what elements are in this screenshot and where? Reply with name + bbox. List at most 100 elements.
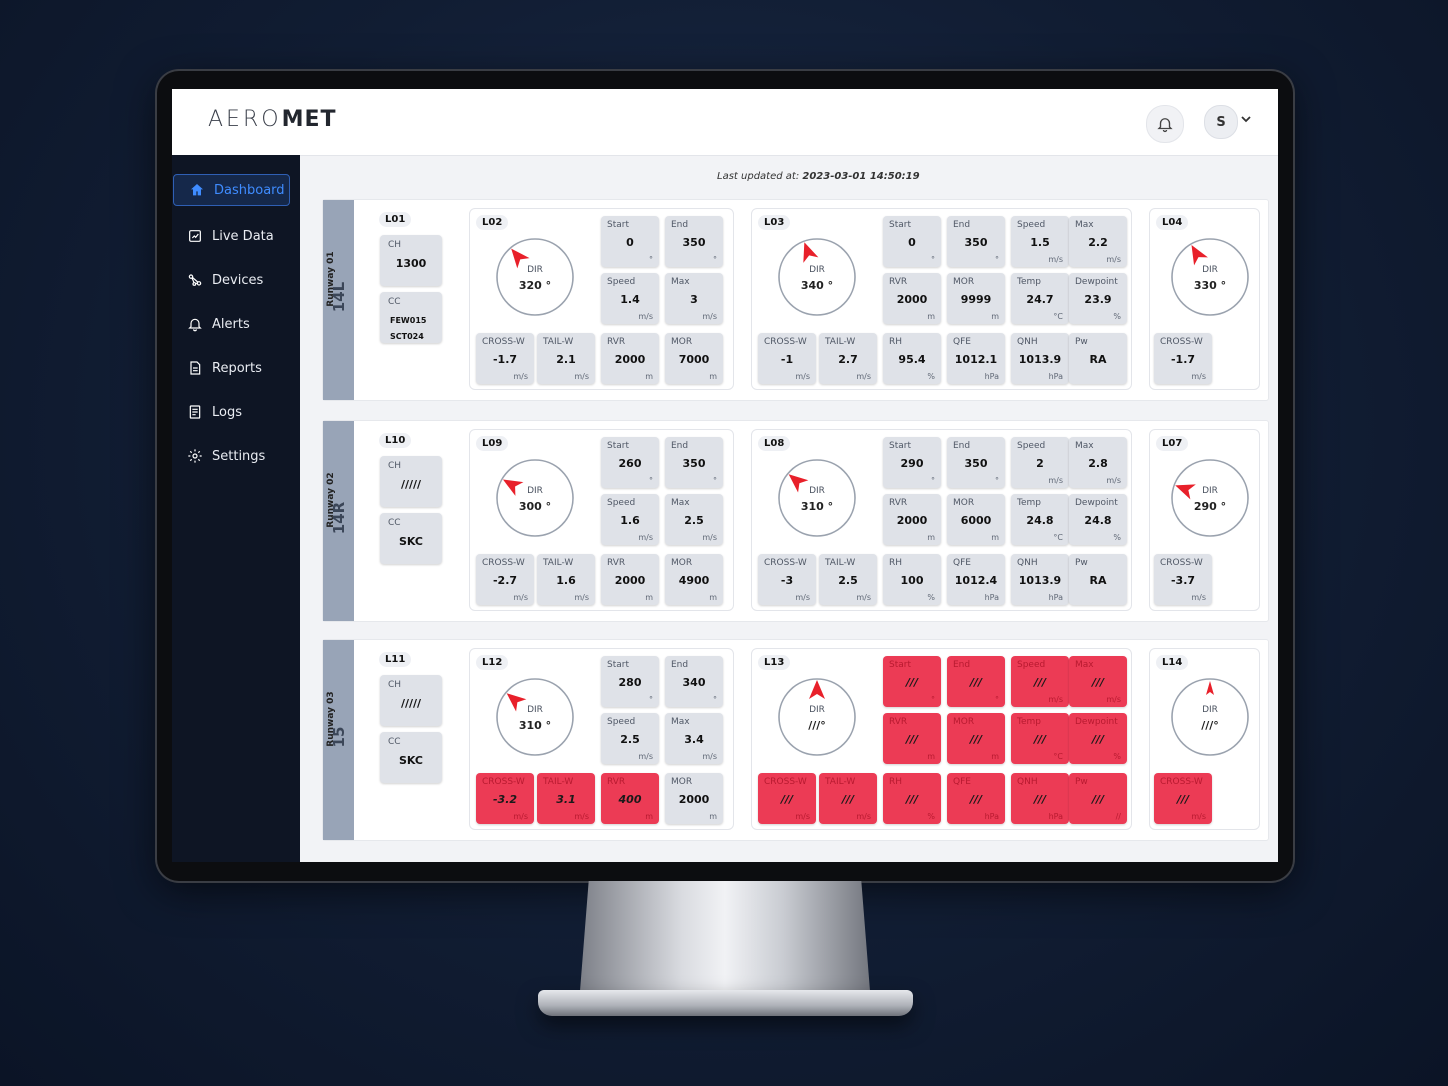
ceiling-height-tile[interactable]: CH 1300: [380, 235, 442, 286]
sky-sensor-panel[interactable]: L01 CH 1300 CC FEW015 SCT024: [373, 208, 449, 378]
data-tile[interactable]: CROSS-W ///m/s: [1154, 773, 1212, 824]
sensor-panel[interactable]: L02 DIR 320 ° Start 0 ° End 350 ° Speed 1.4 m/s Max 3…: [469, 208, 734, 390]
data-tile[interactable]: CROSS-W -1 m/s: [758, 333, 816, 384]
data-tile[interactable]: TAIL-W 2.7 m/s: [819, 333, 877, 384]
data-tile[interactable]: Start /// °: [883, 656, 941, 707]
sensor-panel[interactable]: L13 DIR///° Start///° End///° Speed///m/s Max…: [751, 648, 1132, 830]
data-tile[interactable]: RVR 400 m: [601, 773, 659, 824]
sidebar-item-live-data[interactable]: Live Data: [172, 221, 290, 251]
user-avatar[interactable]: S: [1204, 105, 1238, 139]
data-tile[interactable]: QNH ///hPa: [1011, 773, 1069, 824]
data-tile[interactable]: End /// °: [947, 656, 1005, 707]
notifications-button[interactable]: [1146, 105, 1184, 143]
data-tile[interactable]: Speed 2.5 m/s: [601, 713, 659, 764]
data-tile[interactable]: Speed 1.4 m/s: [601, 273, 659, 324]
data-tile[interactable]: RVR 2000 m: [883, 273, 941, 324]
sidebar-item-reports[interactable]: Reports: [172, 353, 290, 383]
data-tile[interactable]: RVR /// m: [883, 713, 941, 764]
data-tile[interactable]: TAIL-W 2.5 m/s: [819, 554, 877, 605]
data-tile[interactable]: Dewpoint 24.8%: [1069, 494, 1127, 545]
data-tile[interactable]: End 350 °: [665, 216, 723, 267]
data-tile[interactable]: Max ///m/s: [1069, 656, 1127, 707]
data-tile[interactable]: Temp 24.8 °C: [1011, 494, 1069, 545]
sensor-panel[interactable]: L03 DIR 340 ° Start 0 ° End 350 ° Speed 1.5 m/s Max 2…: [751, 208, 1132, 390]
sensor-panel[interactable]: L08 DIR 310 ° Start 290 ° End 350 ° Speed 2 m/s Max 2…: [751, 429, 1132, 611]
data-tile[interactable]: RH 100%: [883, 554, 941, 605]
data-tile[interactable]: CROSS-W -2.7 m/s: [476, 554, 534, 605]
data-tile[interactable]: CROSS-W -3 m/s: [758, 554, 816, 605]
data-tile[interactable]: Speed 2 m/s: [1011, 437, 1069, 488]
data-tile[interactable]: QNH 1013.9 hPa: [1011, 333, 1069, 384]
sensor-panel[interactable]: L12 DIR 310 ° Start 280 ° End 340 ° Speed 2.5 m/s Ma…: [469, 648, 734, 830]
data-tile[interactable]: Start 0 °: [601, 216, 659, 267]
data-tile[interactable]: CROSS-W -3.2 m/s: [476, 773, 534, 824]
data-tile[interactable]: End 340 °: [665, 656, 723, 707]
sidebar-item-devices[interactable]: Devices: [172, 265, 290, 295]
app-logo[interactable]: AEROMET: [208, 107, 337, 132]
chevron-down-icon[interactable]: [1240, 113, 1252, 125]
sensor-panel[interactable]: L04 DIR 330 ° CROSS-W -1.7 m/s: [1149, 208, 1260, 390]
data-tile[interactable]: End 350 °: [947, 437, 1005, 488]
sensor-panel[interactable]: L07 DIR 290 ° CROSS-W -3.7 m/s: [1149, 429, 1260, 611]
ceiling-height-tile[interactable]: CH /////: [380, 456, 442, 507]
tile-unit: m/s: [856, 372, 871, 381]
data-tile[interactable]: MOR 7000 m: [665, 333, 723, 384]
data-tile[interactable]: RH///%: [883, 773, 941, 824]
data-tile[interactable]: QFE 1012.4 hPa: [947, 554, 1005, 605]
data-tile[interactable]: Max 3.4 m/s: [665, 713, 723, 764]
cloud-cover-tile[interactable]: CC SKC: [380, 732, 442, 783]
data-tile[interactable]: RVR 2000 m: [883, 494, 941, 545]
data-tile[interactable]: QNH 1013.9 hPa: [1011, 554, 1069, 605]
data-tile[interactable]: Max 2.8 m/s: [1069, 437, 1127, 488]
tile-value: 2.8: [1088, 457, 1108, 470]
data-tile[interactable]: Max 2.2 m/s: [1069, 216, 1127, 267]
data-tile[interactable]: End 350 °: [947, 216, 1005, 267]
data-tile[interactable]: Temp /// °C: [1011, 713, 1069, 764]
data-tile[interactable]: RVR 2000 m: [601, 333, 659, 384]
data-tile[interactable]: Dewpoint 23.9%: [1069, 273, 1127, 324]
sensor-panel[interactable]: L09 DIR 300 ° Start 260 ° End 350 ° Speed 1.6 m/s Ma…: [469, 429, 734, 611]
cloud-cover-tile[interactable]: CC FEW015 SCT024: [380, 292, 442, 343]
data-tile[interactable]: CROSS-W ///m/s: [758, 773, 816, 824]
sidebar-item-alerts[interactable]: Alerts: [172, 309, 290, 339]
data-tile[interactable]: Start 0 °: [883, 216, 941, 267]
data-tile[interactable]: TAIL-W ///m/s: [819, 773, 877, 824]
data-tile[interactable]: Pw RA: [1069, 554, 1127, 605]
data-tile[interactable]: CROSS-W -3.7 m/s: [1154, 554, 1212, 605]
data-tile[interactable]: Start 290 °: [883, 437, 941, 488]
sidebar-item-dashboard[interactable]: Dashboard: [173, 174, 290, 206]
cloud-cover-tile[interactable]: CC SKC: [380, 513, 442, 564]
ceiling-height-tile[interactable]: CH /////: [380, 675, 442, 726]
data-tile[interactable]: Speed 1.5 m/s: [1011, 216, 1069, 267]
data-tile[interactable]: Start 280 °: [601, 656, 659, 707]
data-tile[interactable]: MOR 2000 m: [665, 773, 723, 824]
data-tile[interactable]: Max 2.5 m/s: [665, 494, 723, 545]
data-tile[interactable]: Start 260 °: [601, 437, 659, 488]
data-tile[interactable]: TAIL-W 1.6 m/s: [537, 554, 595, 605]
sidebar-item-logs[interactable]: Logs: [172, 397, 290, 427]
data-tile[interactable]: Pw RA: [1069, 333, 1127, 384]
data-tile[interactable]: Speed 1.6 m/s: [601, 494, 659, 545]
data-tile[interactable]: TAIL-W 2.1 m/s: [537, 333, 595, 384]
data-tile[interactable]: RVR 2000 m: [601, 554, 659, 605]
data-tile[interactable]: Speed ///m/s: [1011, 656, 1069, 707]
sidebar-item-settings[interactable]: Settings: [172, 441, 290, 471]
data-tile[interactable]: End 350 °: [665, 437, 723, 488]
data-tile[interactable]: RH 95.4%: [883, 333, 941, 384]
data-tile[interactable]: MOR 6000 m: [947, 494, 1005, 545]
data-tile[interactable]: Max 3 m/s: [665, 273, 723, 324]
data-tile[interactable]: MOR 4900 m: [665, 554, 723, 605]
data-tile[interactable]: Temp 24.7 °C: [1011, 273, 1069, 324]
data-tile[interactable]: Pw/////: [1069, 773, 1127, 824]
sensor-panel[interactable]: L14 DIR ///° CROSS-W ///m/s: [1149, 648, 1260, 830]
data-tile[interactable]: Dewpoint ///%: [1069, 713, 1127, 764]
data-tile[interactable]: TAIL-W 3.1 m/s: [537, 773, 595, 824]
sky-sensor-panel[interactable]: L10 CH ///// CC SKC: [373, 429, 449, 599]
data-tile[interactable]: MOR /// m: [947, 713, 1005, 764]
data-tile[interactable]: QFE 1012.1 hPa: [947, 333, 1005, 384]
data-tile[interactable]: QFE ///hPa: [947, 773, 1005, 824]
data-tile[interactable]: CROSS-W -1.7 m/s: [1154, 333, 1212, 384]
data-tile[interactable]: MOR 9999 m: [947, 273, 1005, 324]
data-tile[interactable]: CROSS-W -1.7 m/s: [476, 333, 534, 384]
sky-sensor-panel[interactable]: L11 CH ///// CC SKC: [373, 648, 449, 818]
